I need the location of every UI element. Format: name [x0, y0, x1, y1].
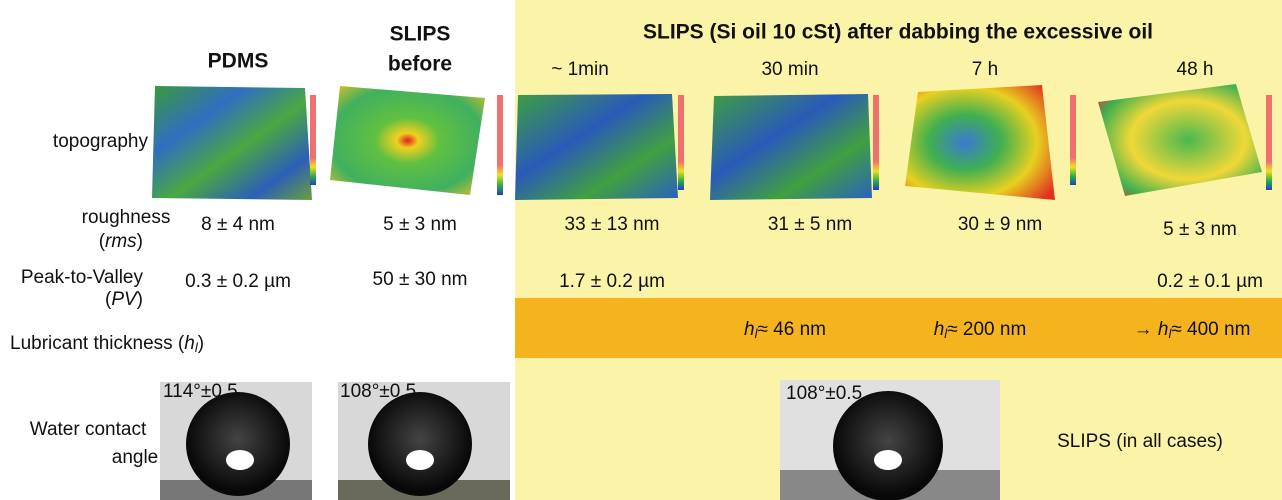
text-part: h — [934, 319, 945, 340]
topography-images — [152, 84, 1272, 200]
cell-value: 0.2 ± 0.1 µm — [1157, 271, 1263, 292]
text-part: ) — [137, 289, 143, 310]
text-part: → — [1134, 319, 1158, 340]
droplet-images — [160, 380, 1000, 500]
cell-value: 108°±0.5 — [340, 381, 416, 402]
group-title: SLIPS (Si oil 10 cSt) after dabbing the … — [643, 21, 1153, 44]
text-part: l — [195, 340, 199, 355]
cell-value: hl≈ 46 nm — [744, 319, 826, 341]
cell-value: 50 ± 30 nm — [373, 269, 468, 290]
column-header: 48 h — [1177, 59, 1214, 80]
row-symbol: (rms) — [99, 231, 143, 252]
cell-value: 108°±0.5 — [786, 383, 862, 404]
text-part: ≈ 200 nm — [947, 319, 1026, 340]
cell-value: 5 ± 3 nm — [1163, 219, 1237, 240]
text-part: rms — [105, 231, 137, 252]
row-symbol: (PV) — [105, 289, 143, 310]
text-part: ≈ 46 nm — [757, 319, 826, 340]
text-part: ( — [105, 289, 112, 310]
text-part: ) — [198, 333, 204, 354]
row-label: Water contact — [30, 419, 147, 440]
column-header: 30 min — [761, 59, 818, 80]
cell-value: 1.7 ± 0.2 µm — [559, 271, 665, 292]
cell-value: 30 ± 9 nm — [958, 214, 1042, 235]
row-label: topography — [53, 131, 149, 152]
lubricant-band — [515, 298, 1282, 358]
text-part: h — [184, 333, 195, 354]
cell-value: 31 ± 5 nm — [768, 214, 852, 235]
row-label: Peak-to-Valley — [21, 267, 144, 288]
column-header: 7 h — [972, 59, 998, 80]
cell-value: hl≈ 200 nm — [934, 319, 1027, 341]
cell-value: 33 ± 13 nm — [565, 214, 660, 235]
text-part: ) — [137, 231, 143, 252]
cell-value: 114°±0.5 — [163, 381, 238, 402]
note: SLIPS (in all cases) — [1057, 431, 1223, 452]
row-label: angle — [112, 447, 159, 468]
cell-value: 0.3 ± 0.2 µm — [185, 271, 291, 292]
text-part: l — [1168, 326, 1172, 341]
text-part: l — [944, 326, 948, 341]
row-label: roughness — [82, 207, 171, 228]
cell-value: 8 ± 4 nm — [201, 214, 275, 235]
row-label: Lubricant thickness (hl) — [10, 333, 204, 355]
text-part: h — [744, 319, 755, 340]
text-part: Lubricant thickness ( — [10, 333, 185, 354]
column-header: SLIPS — [390, 23, 451, 46]
column-header: ~ 1min — [551, 59, 609, 80]
text-part: l — [755, 326, 759, 341]
column-header: PDMS — [208, 50, 269, 73]
text-part: h — [1158, 319, 1169, 340]
text-part: ( — [99, 231, 106, 252]
column-header: before — [388, 53, 452, 76]
cell-value: → hl≈ 400 nm — [1134, 319, 1251, 341]
text-part: ≈ 400 nm — [1171, 319, 1250, 340]
text-part: PV — [111, 289, 139, 310]
cell-value: 5 ± 3 nm — [383, 214, 457, 235]
